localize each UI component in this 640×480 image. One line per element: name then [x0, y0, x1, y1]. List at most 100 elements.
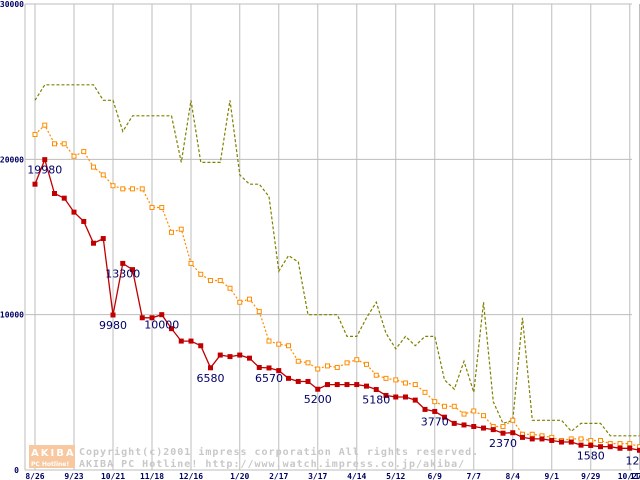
point-low: [120, 260, 126, 266]
data-label: 6570: [255, 372, 283, 385]
point-low: [539, 436, 545, 442]
point-average: [286, 343, 291, 349]
point-average: [422, 389, 428, 395]
copyright-line: Copyright(c)2001 impress corporation All…: [79, 446, 479, 458]
logo-box: [29, 445, 75, 468]
x-tick-label: 11/18: [140, 472, 164, 480]
x-tick-label: 9/1: [545, 472, 560, 480]
point-low: [81, 218, 87, 224]
point-low: [71, 209, 77, 215]
point-average: [295, 358, 301, 364]
point-low: [559, 439, 564, 445]
point-average: [110, 183, 116, 189]
point-average: [588, 437, 594, 443]
data-label: 19980: [27, 164, 62, 177]
point-average: [315, 366, 321, 372]
point-average: [412, 382, 418, 388]
x-tick-label: 3/17: [308, 472, 327, 480]
point-low: [42, 157, 48, 163]
point-average: [325, 363, 330, 369]
point-low: [315, 386, 321, 392]
point-low: [110, 312, 116, 318]
point-low: [286, 375, 291, 381]
point-low: [549, 437, 555, 443]
point-low: [247, 355, 252, 361]
point-low: [217, 352, 223, 358]
x-tick-label: 8/4: [506, 472, 521, 480]
point-average: [120, 186, 126, 192]
point-average: [500, 424, 506, 430]
x-tick-label: 11/3: [630, 472, 640, 480]
point-low: [100, 236, 106, 242]
point-low: [256, 364, 262, 370]
point-low: [481, 425, 486, 431]
point-low: [334, 382, 340, 388]
point-low: [149, 315, 155, 321]
point-low: [451, 420, 457, 426]
point-average: [198, 271, 204, 277]
point-low: [637, 447, 640, 453]
point-low: [461, 422, 467, 428]
point-low: [607, 444, 613, 450]
y-tick-label: 10000: [0, 311, 24, 320]
point-average: [481, 413, 486, 419]
point-average: [305, 360, 311, 366]
point-average: [266, 338, 272, 344]
point-average: [247, 296, 252, 302]
point-average: [383, 375, 389, 381]
point-average: [471, 408, 477, 414]
point-low: [598, 444, 603, 450]
point-low: [325, 382, 330, 388]
point-average: [178, 226, 184, 232]
point-low: [130, 267, 135, 273]
point-average: [529, 431, 535, 437]
point-low: [208, 365, 213, 371]
point-average: [451, 403, 457, 409]
point-average: [149, 204, 155, 210]
point-average: [364, 361, 369, 367]
y-tick-label: 30000: [0, 0, 24, 9]
data-label: 10000: [144, 319, 179, 332]
data-labels: 19980 9980 13300 10000 6580 6570 5200 5180 3770 2…: [27, 164, 640, 468]
point-low: [403, 394, 408, 400]
point-low: [227, 354, 233, 360]
x-tick-label: 1/20: [230, 472, 249, 480]
point-average: [256, 309, 262, 315]
data-label: 5200: [304, 393, 332, 406]
data-label: 2370: [489, 437, 517, 450]
point-average: [461, 411, 467, 417]
point-low: [139, 315, 145, 321]
point-low: [471, 424, 477, 430]
series-line-low: [34, 157, 640, 451]
point-average: [169, 229, 174, 235]
data-label: 1270: [626, 454, 640, 467]
point-average: [578, 436, 584, 442]
point-low: [266, 365, 272, 371]
point-low: [159, 312, 165, 318]
point-average: [598, 437, 603, 443]
point-low: [364, 383, 369, 389]
point-average: [52, 141, 57, 147]
point-low: [578, 442, 584, 448]
point-average: [403, 380, 408, 386]
point-low: [52, 191, 57, 197]
point-low: [510, 430, 516, 436]
point-average: [188, 260, 194, 266]
x-tick-label: 7/7: [467, 472, 482, 480]
x-axis-ticks: 8/26 9/23 10/21 11/18 12/16 1/20 2/17 3/17 4/14 5…: [25, 472, 640, 480]
point-average: [373, 372, 379, 378]
point-low: [32, 181, 38, 187]
point-low: [344, 382, 350, 388]
point-average: [61, 141, 67, 147]
point-low: [393, 394, 399, 400]
point-average: [276, 341, 282, 347]
point-average: [227, 285, 233, 291]
x-tick-label: 2/17: [269, 472, 288, 480]
point-average: [217, 277, 223, 283]
point-low: [354, 382, 360, 388]
data-label: 5180: [362, 394, 390, 407]
point-low: [412, 397, 418, 403]
data-label: 13300: [105, 267, 140, 280]
point-average: [159, 204, 165, 210]
